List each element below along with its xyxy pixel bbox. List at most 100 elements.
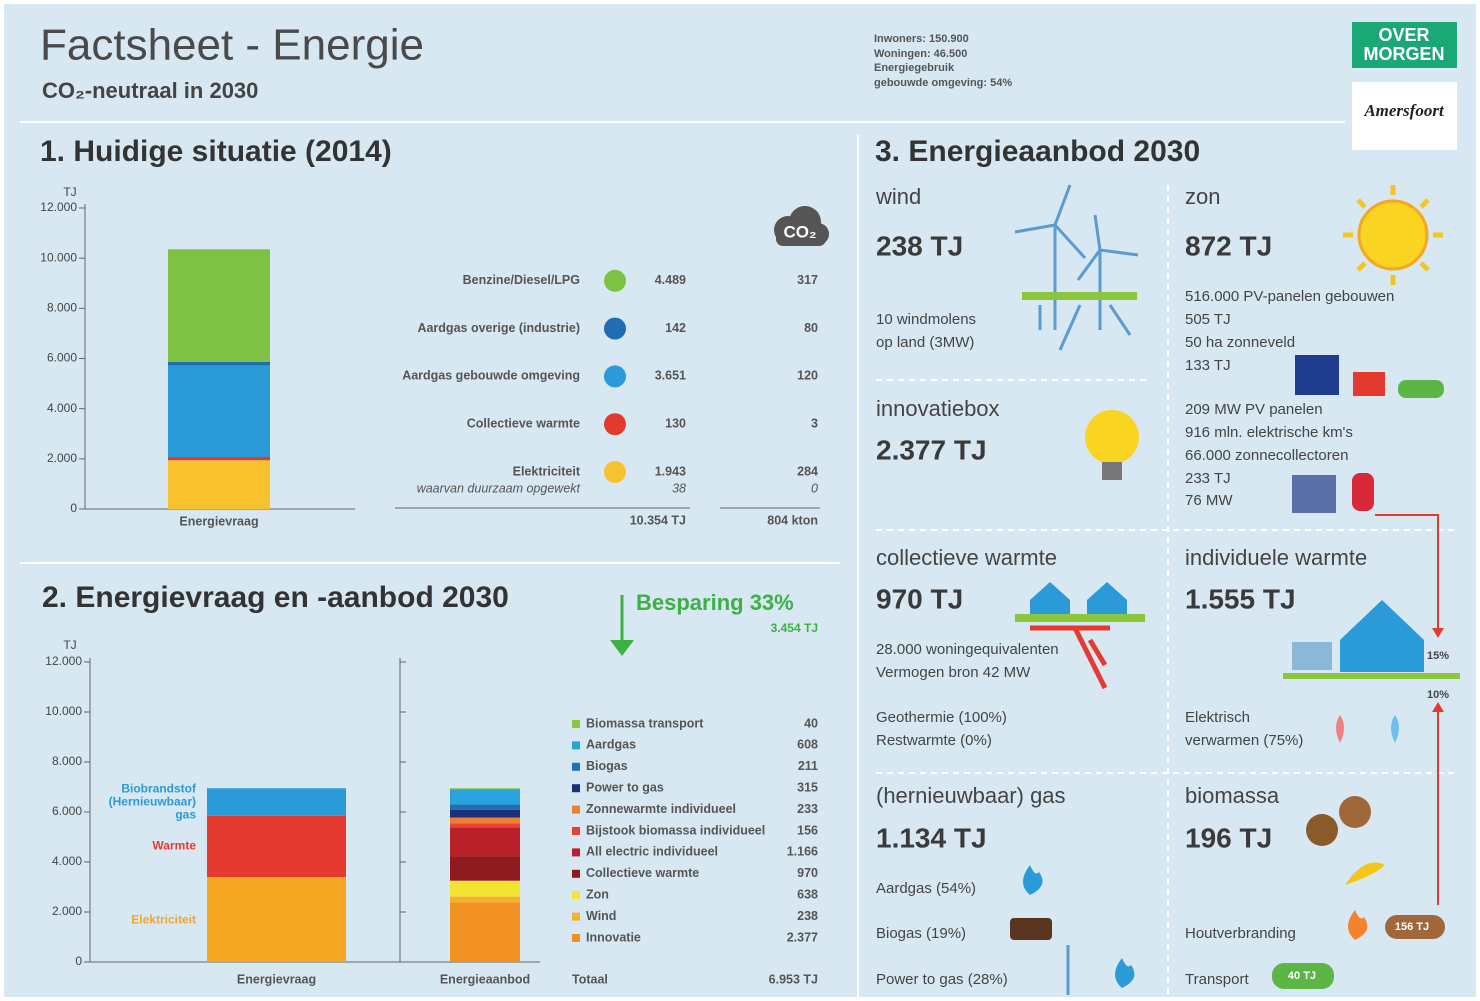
co2-total: 804 kton <box>767 513 818 527</box>
bar-segment <box>168 460 270 509</box>
tile-line: Geothermie (100%) <box>876 709 1007 726</box>
section: 3. Energieaanbod 2030 <box>875 135 1200 168</box>
value-label: 970 <box>797 866 818 880</box>
series-label: Biobrandstof (Hernieuwbaar) gas <box>96 783 196 822</box>
bar-segment <box>168 249 270 362</box>
total: 10.354 TJ <box>630 513 686 527</box>
tile-line: Power to gas (28%) <box>876 971 1008 988</box>
legend-swatch <box>572 870 580 878</box>
boiler-icon <box>1352 473 1374 511</box>
legend-label: Bijstook biomassa individueel <box>586 823 765 837</box>
legend-swatch <box>572 720 580 728</box>
series-label: Warmte <box>96 840 196 853</box>
car-icon <box>1398 380 1444 398</box>
tile-line: 76 MW <box>1185 492 1233 509</box>
value-label: 156 <box>797 823 818 837</box>
y-tick-label: 0 <box>75 954 82 968</box>
value-label: 638 <box>797 887 818 901</box>
bar-segment <box>450 810 520 818</box>
tile-value: 1.555 TJ <box>1185 583 1296 614</box>
y-tick-label: 2.000 <box>52 904 82 918</box>
x-tick-label: Energievraag <box>237 972 316 986</box>
tile-value: 1.134 TJ <box>876 822 987 853</box>
legend-label: All electric individueel <box>586 845 718 859</box>
stat: gebouwde omgeving: 54% <box>874 77 1012 89</box>
legend-swatch <box>572 913 580 921</box>
battery-icon <box>1353 372 1385 396</box>
tile-line: Elektrisch <box>1185 709 1250 726</box>
stat: Energiegebruik <box>874 62 955 74</box>
tile-line: 28.000 woningequivalenten <box>876 641 1059 658</box>
tile-line: 66.000 zonnecollectoren <box>1185 447 1348 464</box>
x-tick-label: Energieaanbod <box>440 972 530 986</box>
co2-value: 120 <box>797 369 818 383</box>
tile-title: individuele warmte <box>1185 545 1367 570</box>
legend-label: Biogas <box>586 759 628 773</box>
legend-icon <box>604 413 626 435</box>
tile-value: 970 TJ <box>876 583 963 614</box>
subtitle: CO₂-neutraal in 2030 <box>42 78 258 103</box>
y-tick-label: 10.000 <box>45 704 82 718</box>
bar-segment <box>450 827 520 856</box>
bar-segment <box>450 789 520 804</box>
tile-line: 505 TJ <box>1185 311 1231 328</box>
bar-segment <box>168 362 270 366</box>
tile-line: Vermogen bron 42 MW <box>876 664 1031 681</box>
legend-label: Aardgas overige (industrie) <box>417 321 580 335</box>
co2: CO₂ <box>783 222 816 241</box>
bar-segment <box>450 788 520 789</box>
tile-value: 872 TJ <box>1185 230 1272 261</box>
tile-line: Aardgas (54%) <box>876 880 976 897</box>
tile-line: 209 MW PV panelen <box>1185 401 1323 418</box>
bar-segment <box>450 881 520 897</box>
legend-label: Collectieve warmte <box>467 416 580 430</box>
value-label: 238 <box>797 909 818 923</box>
legend-icon <box>604 318 626 340</box>
legend-icon <box>604 270 626 292</box>
tile-title: zon <box>1185 184 1220 209</box>
value-label: 608 <box>797 738 818 752</box>
legend-label: Power to gas <box>586 780 664 794</box>
tile-value: 196 TJ <box>1185 822 1272 853</box>
y-tick-label: 4.000 <box>47 401 77 415</box>
legend-label: Aardgas <box>586 738 636 752</box>
value-label: 233 <box>797 802 818 816</box>
tile-line: 10 windmolens <box>876 311 976 328</box>
saving-small: 3.454 TJ <box>771 621 818 635</box>
pv-panel-icon <box>1295 355 1339 395</box>
logo: MORGEN <box>1364 44 1445 64</box>
total-name: Totaal <box>572 972 608 986</box>
legend-swatch <box>572 763 580 771</box>
tile-title: biomassa <box>1185 783 1280 808</box>
tile-line: Biogas (19%) <box>876 925 966 942</box>
section: 1. Huidige situatie (2014) <box>40 135 392 168</box>
bar-segment <box>168 365 270 457</box>
legend-label: Elektriciteit <box>513 464 581 478</box>
y-tick-label: 8.000 <box>52 754 82 768</box>
series-label: Elektriciteit <box>96 913 196 926</box>
legend-swatch <box>572 741 580 749</box>
bar-segment <box>450 804 520 809</box>
stat: Inwoners: 150.900 <box>874 33 969 45</box>
log-icon <box>1306 814 1338 846</box>
y-tick-label: 10.000 <box>40 250 77 264</box>
sub-value: 38 <box>672 481 686 495</box>
page: Factsheet - EnergieCO₂-neutraal in 2030I… <box>0 0 1480 1001</box>
y-tick-label: 6.000 <box>47 351 77 365</box>
y-tick-label: 12.000 <box>40 200 77 214</box>
tile-line: 233 TJ <box>1185 470 1231 487</box>
co2-value: 3 <box>811 416 818 430</box>
value-label: 211 <box>798 759 818 773</box>
tile-line: Houtverbranding <box>1185 925 1296 942</box>
value-label: 40 <box>804 716 818 730</box>
y-tick-label: 12.000 <box>45 654 82 668</box>
city: Amersfoort <box>1363 101 1445 120</box>
legend-label: Innovatie <box>586 930 641 944</box>
legend-swatch <box>572 848 580 856</box>
y-axis-unit: TJ <box>63 185 76 199</box>
co2-value: 317 <box>797 273 818 287</box>
value-label: 1.166 <box>787 845 818 859</box>
tile-line: 516.000 PV-panelen gebouwen <box>1185 288 1394 305</box>
legend-icon <box>604 461 626 483</box>
total: 6.953 TJ <box>769 972 818 986</box>
